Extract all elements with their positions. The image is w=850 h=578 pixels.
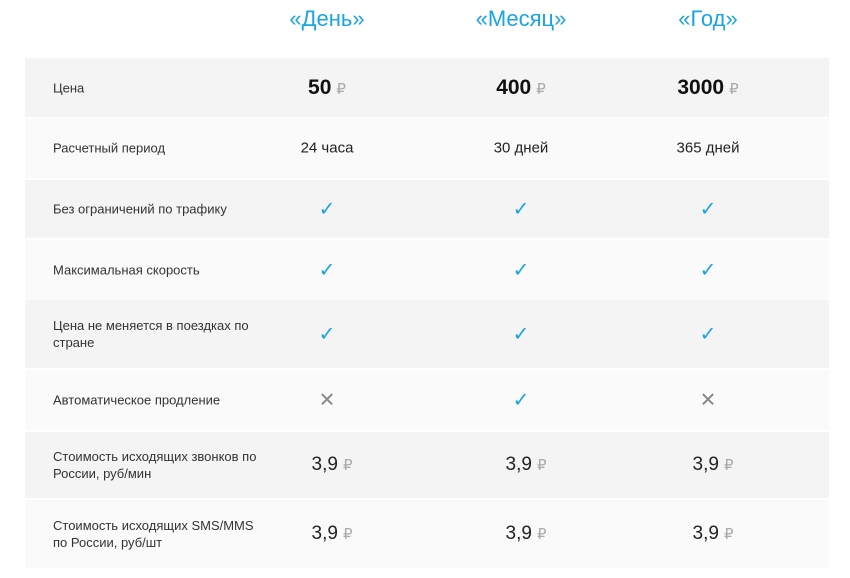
- value-text: 50: [308, 75, 332, 99]
- check-icon: ✓: [318, 323, 336, 346]
- ruble-sign: ₽: [342, 526, 353, 543]
- table-row: Расчетный период 24 часа 30 дней 365 дней: [25, 118, 829, 178]
- value-text: 3,9: [311, 454, 338, 475]
- value-text: 3,9: [311, 523, 338, 544]
- period-value: 365 дней: [677, 140, 740, 157]
- value-text: 3,9: [692, 523, 719, 544]
- plan-header-day: «День»: [289, 6, 365, 31]
- check-icon: ✓: [512, 323, 530, 346]
- ruble-sign: ₽: [536, 457, 547, 474]
- row-label: Стоимость исходящих SMS/MMS по России, р…: [53, 518, 254, 550]
- row-label: Цена: [53, 80, 85, 95]
- ruble-sign: ₽: [342, 457, 353, 474]
- plan-header-year: «Год»: [678, 6, 738, 31]
- rate-value: 3,9 ₽: [312, 523, 353, 545]
- check-icon: ✓: [512, 259, 530, 282]
- value-text: 3000: [677, 75, 725, 99]
- table-row: Стоимость исходящих звонков по России, р…: [25, 432, 829, 498]
- period-value: 30 дней: [494, 140, 549, 157]
- row-label: Стоимость исходящих звонков по России, р…: [53, 449, 257, 481]
- table-row: Стоимость исходящих SMS/MMS по России, р…: [25, 500, 829, 568]
- ruble-sign: ₽: [729, 80, 739, 98]
- check-icon: ✓: [318, 198, 336, 221]
- rate-value: 3,9 ₽: [693, 454, 734, 476]
- ruble-sign: ₽: [536, 526, 547, 543]
- price-value: 3000 ₽: [677, 76, 738, 100]
- rate-value: 3,9 ₽: [506, 523, 547, 545]
- period-value: 24 часа: [301, 140, 354, 157]
- check-icon: ✓: [699, 259, 717, 282]
- value-text: 3,9: [505, 523, 532, 544]
- ruble-sign: ₽: [536, 80, 546, 98]
- row-label: Без ограничений по трафику: [53, 201, 227, 217]
- ruble-sign: ₽: [723, 526, 734, 543]
- cross-icon: ✕: [699, 389, 717, 412]
- value-text: 365 дней: [676, 139, 740, 157]
- table-row: Без ограничений по трафику ✓ ✓ ✓: [25, 180, 829, 238]
- table-row: Цена 50 ₽400 ₽3000 ₽: [25, 58, 829, 117]
- check-icon: ✓: [699, 323, 717, 346]
- cross-icon: ✕: [318, 389, 336, 412]
- price-value: 50 ₽: [308, 76, 346, 100]
- check-icon: ✓: [699, 198, 717, 221]
- ruble-sign: ₽: [723, 457, 734, 474]
- check-icon: ✓: [512, 389, 530, 412]
- ruble-sign: ₽: [336, 80, 346, 98]
- plan-header-month: «Месяц»: [475, 6, 567, 31]
- value-text: 400: [496, 75, 532, 99]
- table-row: Цена не меняется в поездках по стране ✓ ✓ ✓: [25, 300, 829, 368]
- row-label: Максимальная скорость: [53, 262, 200, 278]
- rate-value: 3,9 ₽: [312, 454, 353, 476]
- value-text: 3,9: [692, 454, 719, 475]
- table-row: Автоматическое продление ✕ ✓ ✕: [25, 370, 829, 430]
- check-icon: ✓: [512, 198, 530, 221]
- row-label: Автоматическое продление: [53, 392, 221, 408]
- value-text: 3,9: [505, 454, 532, 475]
- table-row: Максимальная скорость ✓ ✓ ✓: [25, 240, 829, 300]
- check-icon: ✓: [318, 259, 336, 282]
- rate-value: 3,9 ₽: [693, 523, 734, 545]
- value-text: 24 часа: [300, 139, 354, 157]
- row-label: Цена не меняется в поездках по стране: [53, 318, 249, 350]
- price-value: 400 ₽: [496, 76, 546, 100]
- row-label: Расчетный период: [53, 140, 166, 156]
- value-text: 30 дней: [493, 139, 549, 157]
- rate-value: 3,9 ₽: [506, 454, 547, 476]
